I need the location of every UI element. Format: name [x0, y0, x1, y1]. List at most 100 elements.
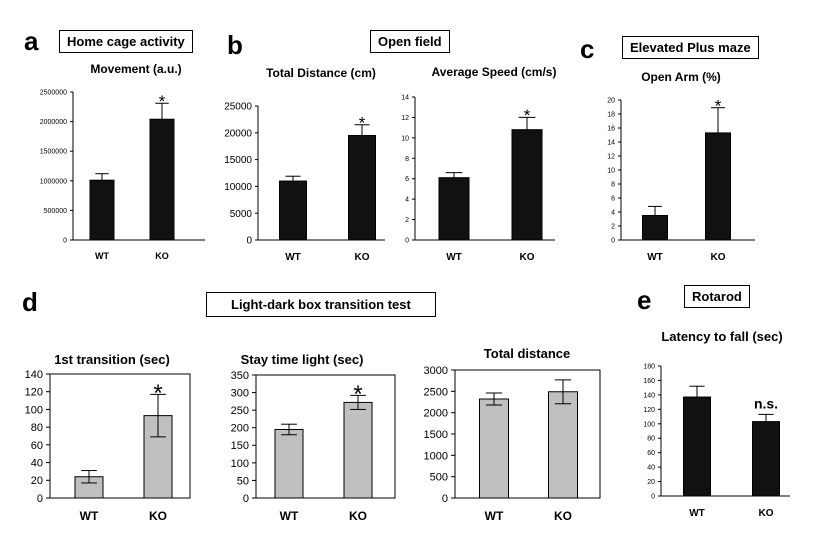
- open_arm-y-tick-label: 16: [607, 126, 615, 133]
- first_transition-category-label-wt: WT: [80, 509, 99, 523]
- average_speed-y-tick-label: 0: [405, 238, 409, 245]
- latency_to_fall-y-tick-label: 140: [643, 392, 655, 399]
- first_transition-plot-frame: [49, 373, 191, 499]
- latency_to_fall-y-tick-label: 60: [647, 450, 655, 457]
- latency_to_fall-bar-wt: [683, 396, 711, 497]
- movement-significance-annotation: *: [159, 92, 166, 111]
- movement-y-tick-label: 1500000: [40, 149, 67, 156]
- first_transition-significance-annotation: *: [153, 380, 162, 407]
- latency_to_fall-y-tick-label: 20: [647, 479, 655, 486]
- average_speed-y-tick-label: 10: [401, 135, 409, 142]
- chart-title-open-arm: Open Arm (%): [641, 70, 721, 84]
- stay_time_light-category-label-wt: WT: [280, 509, 299, 523]
- stay_time_light-y-tick-label: 50: [237, 475, 249, 487]
- total_distance_of-y-tick-label: 15000: [224, 155, 252, 166]
- latency_to_fall-y-tick-label: 80: [647, 436, 655, 443]
- total_distance_of-y-tick-label: 10000: [224, 182, 252, 193]
- first_transition-y-tick-label: 60: [31, 440, 43, 452]
- open_arm-y-tick-label: 8: [611, 182, 615, 189]
- total_distance_of-category-label-ko: KO: [355, 252, 370, 263]
- panel-label-e: e: [637, 285, 652, 315]
- stay_time_light-y-tick-label: 100: [231, 458, 249, 470]
- total_distance_of-significance-annotation: *: [359, 113, 366, 132]
- movement-category-label-ko: KO: [155, 251, 169, 261]
- average_speed-y-tick-label: 8: [405, 156, 409, 163]
- average_speed-significance-annotation: *: [524, 106, 531, 125]
- movement-y-tick-label: 2000000: [40, 119, 67, 126]
- first_transition-y-tick-label: 100: [25, 404, 43, 416]
- first_transition-y-tick-label: 0: [37, 493, 43, 505]
- chart-title-latency-to-fall: Latency to fall (sec): [661, 329, 783, 344]
- movement-bar-wt: [89, 179, 115, 241]
- panel-label-c: c: [580, 34, 595, 64]
- chart-title-total-distance-open-field: Total Distance (cm): [266, 66, 376, 80]
- total_distance_ld-y-tick-label: 2000: [424, 408, 448, 420]
- first_transition-y-tick-label: 20: [31, 475, 43, 487]
- latency_to_fall-y-tick-label: 100: [643, 421, 655, 428]
- average_speed-y-tick-label: 12: [401, 115, 409, 122]
- section-title-elevated-plus-maze: Elevated Plus maze: [622, 36, 759, 59]
- average_speed-y-tick-label: 4: [405, 197, 409, 204]
- total_distance_of-y-tick-label: 20000: [224, 128, 252, 139]
- latency_to_fall-y-tick-label: 160: [643, 378, 655, 385]
- average_speed-y-tick-label: 14: [401, 95, 409, 102]
- total_distance_of-y-tick-label: 0: [246, 236, 252, 247]
- open_arm-category-label-wt: WT: [647, 252, 663, 263]
- latency_to_fall-y-tick-label: 180: [643, 364, 655, 371]
- latency_to_fall-category-label-wt: WT: [689, 508, 705, 519]
- chart-title-total-distance-light-dark: Total distance: [483, 346, 571, 361]
- total_distance_of-y-tick-label: 5000: [230, 209, 253, 220]
- total_distance_ld-bar-ko: [548, 391, 578, 499]
- total_distance_of-category-label-wt: WT: [285, 252, 301, 263]
- average_speed-bar-wt: [438, 177, 470, 241]
- section-title-open-field: Open field: [370, 30, 450, 53]
- first_transition-y-tick-label: 120: [25, 387, 43, 399]
- stay_time_light-y-tick-label: 0: [243, 493, 249, 505]
- open_arm-y-tick-label: 14: [607, 140, 615, 147]
- latency_to_fall-y-tick-label: 40: [647, 465, 655, 472]
- open_arm-y-tick-label: 0: [611, 238, 615, 245]
- open_arm-significance-annotation: *: [715, 96, 722, 115]
- first_transition-y-tick-label: 140: [25, 369, 43, 381]
- average_speed-bar-ko: [511, 129, 543, 241]
- open_arm-y-tick-label: 20: [607, 98, 615, 105]
- movement-y-tick-label: 500000: [44, 208, 67, 215]
- movement-category-label-wt: WT: [95, 251, 109, 261]
- average_speed-category-label-ko: KO: [520, 252, 535, 263]
- latency_to_fall-category-label-ko: KO: [759, 508, 774, 519]
- average_speed-y-tick-label: 6: [405, 176, 409, 183]
- open_arm-y-tick-label: 18: [607, 112, 615, 119]
- total_distance_ld-category-label-ko: KO: [554, 509, 572, 523]
- stay_time_light-category-label-ko: KO: [349, 509, 367, 523]
- section-title-home-cage: Home cage activity: [59, 30, 193, 53]
- stay_time_light-plot-frame: [255, 374, 396, 499]
- average_speed-y-tick-label: 2: [405, 217, 409, 224]
- open_arm-bar-ko: [705, 132, 731, 241]
- stay_time_light-y-tick-label: 300: [231, 388, 249, 400]
- total_distance_of-bar-wt: [279, 180, 307, 241]
- stay_time_light-y-tick-label: 150: [231, 440, 249, 452]
- movement-y-tick-label: 0: [63, 238, 67, 245]
- chart-title-average-speed: Average Speed (cm/s): [431, 65, 557, 79]
- section-title-rotarod: Rotarod: [684, 285, 750, 308]
- stay_time_light-bar-wt: [274, 428, 304, 499]
- total_distance_ld-y-tick-label: 0: [442, 493, 448, 505]
- latency_to_fall-y-tick-label: 0: [651, 494, 655, 501]
- stay_time_light-y-tick-label: 250: [231, 405, 249, 417]
- latency_to_fall-bar-ko: [752, 421, 780, 497]
- average_speed-category-label-wt: WT: [446, 252, 462, 263]
- open_arm-y-tick-label: 10: [607, 168, 615, 175]
- total_distance_ld-plot-frame: [454, 369, 601, 499]
- movement-y-tick-label: 1000000: [40, 178, 67, 185]
- total_distance_ld-y-tick-label: 3000: [424, 365, 448, 377]
- stay_time_light-y-tick-label: 200: [231, 423, 249, 435]
- total_distance_ld-y-tick-label: 1000: [424, 450, 448, 462]
- first_transition-category-label-ko: KO: [149, 509, 167, 523]
- chart-title-stay-time-light: Stay time light (sec): [240, 352, 364, 367]
- open_arm-y-tick-label: 2: [611, 224, 615, 231]
- first_transition-y-tick-label: 80: [31, 422, 43, 434]
- panel-label-d: d: [22, 287, 38, 317]
- first_transition-y-tick-label: 40: [31, 458, 43, 470]
- chart-title-first-transition: 1st transition (sec): [54, 352, 170, 367]
